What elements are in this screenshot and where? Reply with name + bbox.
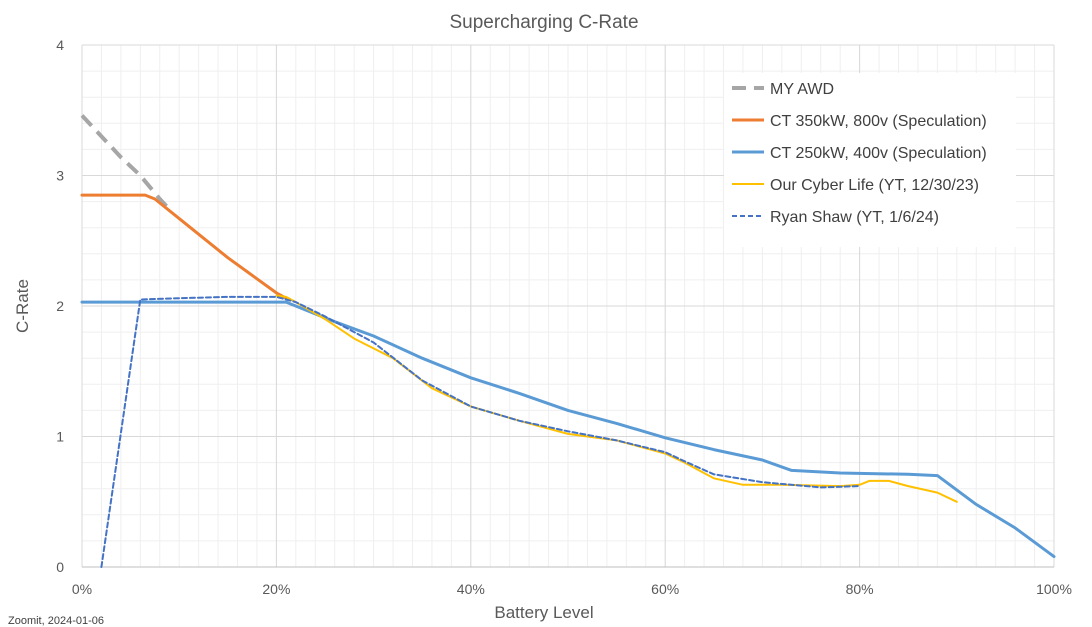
y-tick-label: 1 — [56, 429, 64, 445]
y-tick-label: 0 — [56, 559, 64, 575]
legend: MY AWD CT 350kW, 800v (Speculation) CT 250… — [724, 73, 1016, 247]
legend-entry: MY AWD — [770, 81, 834, 98]
x-axis-title: Battery Level — [494, 603, 593, 622]
legend-entry: Ryan Shaw (YT, 1/6/24) — [770, 209, 939, 226]
x-tick-label: 40% — [457, 581, 485, 597]
series-line — [275, 294, 958, 503]
x-tick-label: 20% — [262, 581, 290, 597]
x-tick-label: 0% — [72, 581, 92, 597]
x-tick-label: 100% — [1036, 581, 1072, 597]
legend-entry: CT 350kW, 800v (Speculation) — [770, 113, 987, 130]
legend-entry: Our Cyber Life (YT, 12/30/23) — [770, 177, 979, 194]
series-line — [80, 193, 288, 300]
x-tick-label: 60% — [651, 581, 679, 597]
x-tick-label: 80% — [846, 581, 874, 597]
y-tick-label: 3 — [56, 168, 64, 184]
chart-title: Supercharging C-Rate — [449, 12, 638, 33]
series-line — [100, 295, 861, 568]
y-tick-label: 2 — [56, 298, 64, 314]
series-group — [80, 114, 1056, 568]
y-tick-label: 4 — [56, 37, 64, 53]
legend-background — [724, 73, 1016, 247]
tick-labels: 0% 20% 40% 60% 80% 100% 0 1 2 3 4 — [56, 37, 1072, 597]
legend-entry: CT 250kW, 400v (Speculation) — [770, 145, 987, 162]
footnote: Zoomit, 2024-01-06 — [8, 615, 104, 627]
series-line — [80, 114, 171, 211]
y-axis-title: C-Rate — [13, 279, 32, 333]
series-line — [80, 300, 1056, 559]
